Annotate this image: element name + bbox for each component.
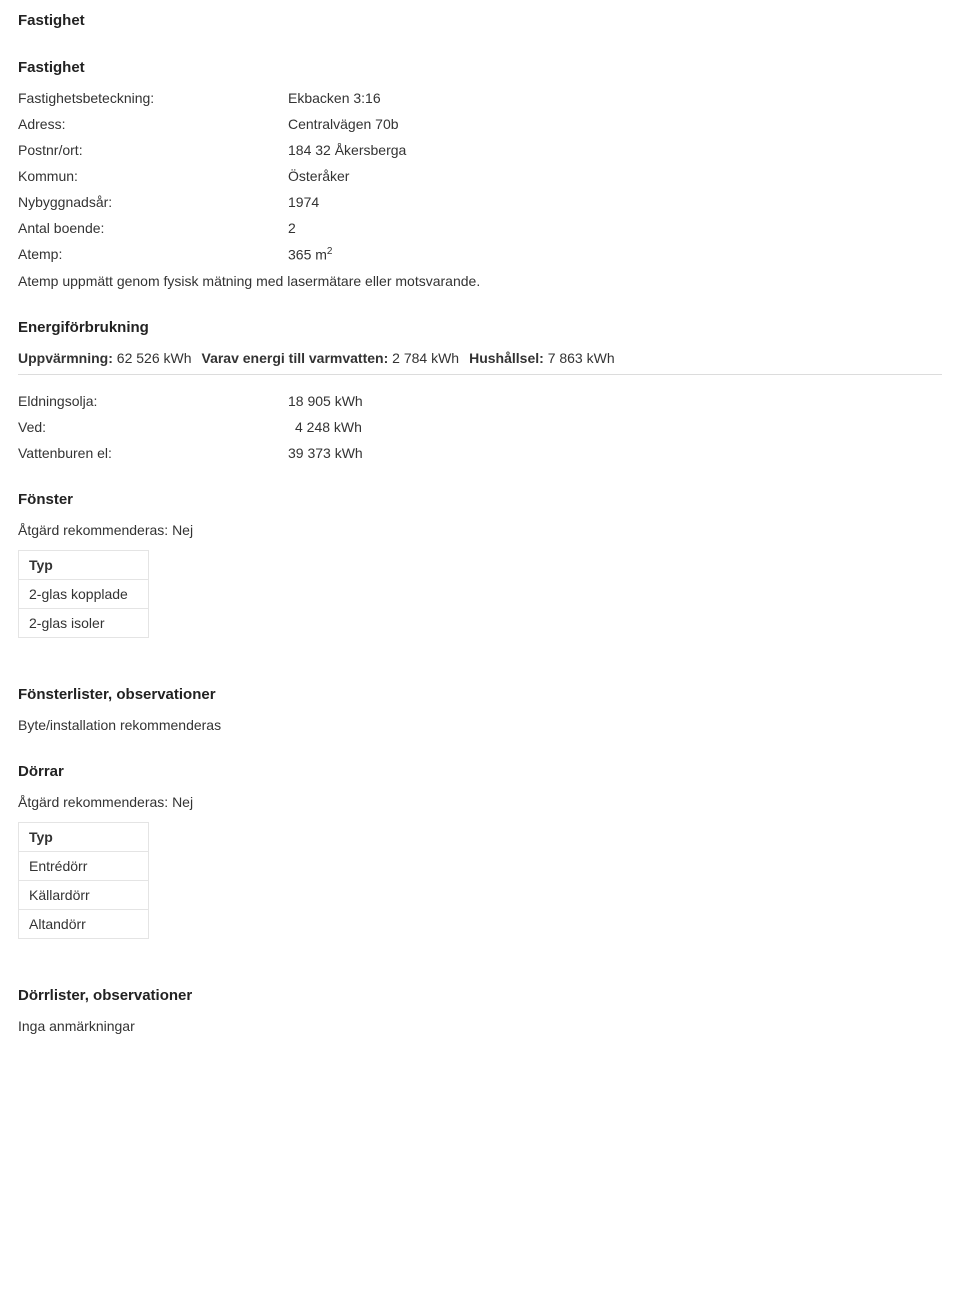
value-adress: Centralvägen 70b: [288, 116, 399, 132]
table-row: Typ: [19, 822, 149, 851]
energi-heading: Energiförbrukning: [18, 319, 942, 336]
fonster-row2: 2-glas isoler: [19, 608, 149, 637]
value-nybygg: 1974: [288, 194, 319, 210]
energi-summary: Uppvärmning: 62 526 kWh Varav energi til…: [18, 350, 942, 366]
hush-label: Hushållsel:: [469, 350, 544, 366]
dorrlister-text: Inga anmärkningar: [18, 1018, 942, 1034]
dorrar-row1: Entrédörr: [19, 851, 149, 880]
label-ved: Ved:: [18, 419, 288, 435]
row-beteckning: Fastighetsbeteckning: Ekbacken 3:16: [18, 90, 942, 106]
table-row: 2-glas kopplade: [19, 579, 149, 608]
value-beteckning: Ekbacken 3:16: [288, 90, 381, 106]
fonster-table: Typ 2-glas kopplade 2-glas isoler: [18, 550, 149, 638]
label-nybygg: Nybyggnadsår:: [18, 194, 288, 210]
table-row: Källardörr: [19, 880, 149, 909]
row-postnr: Postnr/ort: 184 32 Åkersberga: [18, 142, 942, 158]
label-atemp: Atemp:: [18, 246, 288, 263]
row-ved: Ved: 4 248 kWh: [18, 419, 942, 435]
dorrlister-heading: Dörrlister, observationer: [18, 987, 942, 1004]
row-boende: Antal boende: 2: [18, 220, 942, 236]
row-atemp: Atemp: 365 m2: [18, 246, 942, 263]
dorrar-rec: Åtgärd rekommenderas: Nej: [18, 794, 942, 810]
table-row: Typ: [19, 550, 149, 579]
value-eld: 18 905 kWh: [288, 393, 363, 409]
atemp-note: Atemp uppmätt genom fysisk mätning med l…: [18, 273, 942, 289]
table-row: 2-glas isoler: [19, 608, 149, 637]
label-adress: Adress:: [18, 116, 288, 132]
dorrar-table: Typ Entrédörr Källardörr Altandörr: [18, 822, 149, 939]
row-kommun: Kommun: Österåker: [18, 168, 942, 184]
fonster-heading: Fönster: [18, 491, 942, 508]
uppv-value: 62 526 kWh: [117, 350, 192, 366]
value-vatt: 39 373 kWh: [288, 445, 363, 461]
dorrar-row3: Altandörr: [19, 909, 149, 938]
dorrar-heading: Dörrar: [18, 763, 942, 780]
summary-varmvatten: Varav energi till varmvatten: 2 784 kWh: [202, 350, 460, 366]
label-eld: Eldningsolja:: [18, 393, 288, 409]
hush-value: 7 863 kWh: [548, 350, 615, 366]
table-row: Altandörr: [19, 909, 149, 938]
row-eldningsolja: Eldningsolja: 18 905 kWh: [18, 393, 942, 409]
fonster-rec: Åtgärd rekommenderas: Nej: [18, 522, 942, 538]
value-ved: 4 248 kWh: [288, 419, 362, 435]
summary-divider: [18, 374, 942, 375]
row-nybygg: Nybyggnadsår: 1974: [18, 194, 942, 210]
label-vatt: Vattenburen el:: [18, 445, 288, 461]
fonsterlister-heading: Fönsterlister, observationer: [18, 686, 942, 703]
dorrar-row2: Källardörr: [19, 880, 149, 909]
summary-hushallsel: Hushållsel: 7 863 kWh: [469, 350, 615, 366]
value-postnr: 184 32 Åkersberga: [288, 142, 406, 158]
value-kommun: Österåker: [288, 168, 349, 184]
page-title: Fastighet: [18, 12, 942, 29]
varm-value: 2 784 kWh: [392, 350, 459, 366]
atemp-sup: 2: [327, 246, 333, 257]
fonster-row1: 2-glas kopplade: [19, 579, 149, 608]
value-boende: 2: [288, 220, 296, 236]
dorrar-typ-header: Typ: [19, 822, 149, 851]
fastighet-heading: Fastighet: [18, 59, 942, 76]
label-beteckning: Fastighetsbeteckning:: [18, 90, 288, 106]
row-vattenburen: Vattenburen el: 39 373 kWh: [18, 445, 942, 461]
label-kommun: Kommun:: [18, 168, 288, 184]
fonsterlister-text: Byte/installation rekommenderas: [18, 717, 942, 733]
uppv-label: Uppvärmning:: [18, 350, 113, 366]
summary-uppvarmning: Uppvärmning: 62 526 kWh: [18, 350, 192, 366]
fonster-typ-header: Typ: [19, 550, 149, 579]
label-postnr: Postnr/ort:: [18, 142, 288, 158]
atemp-number: 365 m: [288, 247, 327, 263]
table-row: Entrédörr: [19, 851, 149, 880]
value-atemp: 365 m2: [288, 246, 332, 263]
row-adress: Adress: Centralvägen 70b: [18, 116, 942, 132]
label-boende: Antal boende:: [18, 220, 288, 236]
varm-label: Varav energi till varmvatten:: [202, 350, 389, 366]
